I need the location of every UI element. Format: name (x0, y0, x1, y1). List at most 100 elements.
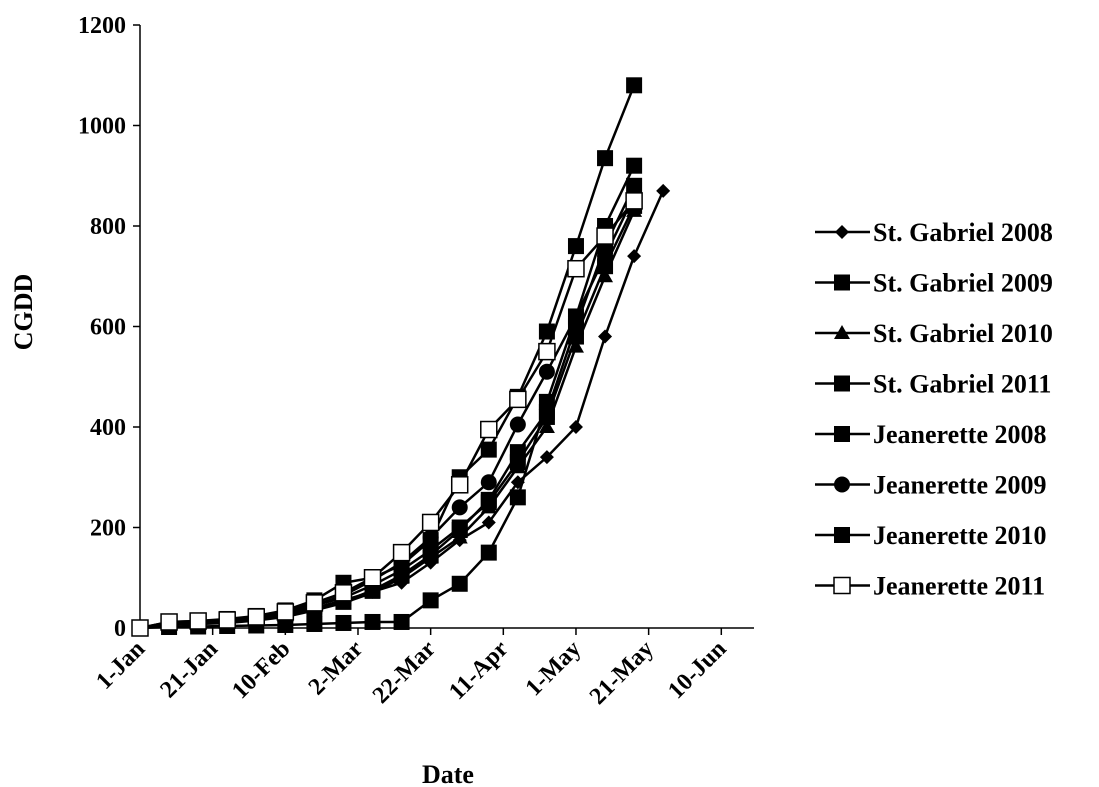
legend-marker (834, 476, 850, 493)
data-point (567, 238, 584, 255)
legend-marker (833, 576, 851, 595)
data-point (480, 441, 497, 458)
legend-item: St. Gabriel 2011 (815, 370, 1051, 399)
legend-marker (834, 375, 850, 392)
x-tick-label: 1-Jan (91, 636, 150, 695)
data-point (422, 529, 439, 546)
legend-label: St. Gabriel 2008 (873, 218, 1053, 247)
legend-marker (834, 426, 850, 442)
x-tick-label: 10-Jun (663, 636, 731, 704)
data-point (597, 248, 614, 265)
series-layer (131, 77, 671, 637)
legend-marker (834, 325, 850, 339)
y-tick-label: 600 (90, 315, 126, 341)
legend-item: St. Gabriel 2010 (815, 319, 1053, 348)
series-line (139, 185, 636, 630)
x-tick-label: 11-Apr (444, 636, 514, 706)
data-point (277, 616, 294, 633)
y-axis-title: CGDD (9, 274, 38, 351)
legend-label: Jeanerette 2009 (873, 471, 1047, 500)
series-line (139, 165, 636, 630)
data-point (334, 584, 353, 602)
data-point (627, 249, 642, 264)
data-point (567, 259, 585, 278)
data-point (509, 416, 526, 433)
legend-item: Jeanerette 2009 (815, 471, 1047, 500)
y-tick-label: 200 (90, 516, 126, 542)
y-tick-label: 800 (90, 214, 126, 240)
y-tick-label: 400 (90, 415, 126, 441)
x-tick-label: 22-Mar (368, 636, 441, 709)
x-tick-label: 21-May (585, 636, 659, 710)
data-point (626, 157, 643, 174)
y-tick-label: 0 (114, 616, 126, 642)
data-point (480, 491, 497, 508)
series-4 (132, 177, 643, 636)
series-line (139, 200, 636, 630)
legend: St. Gabriel 2008 St. Gabriel 2009 St. Gabr… (815, 218, 1053, 601)
legend-item: St. Gabriel 2008 (815, 218, 1053, 247)
data-point (451, 499, 468, 516)
y-axis-ticks: 0 200 400 600 800 1000 1200 (78, 13, 140, 642)
series-line (139, 84, 636, 630)
legend-marker (834, 527, 850, 543)
data-point (568, 420, 583, 434)
data-point (538, 342, 556, 361)
legend-marker (835, 225, 849, 239)
data-point (509, 489, 526, 506)
data-point (598, 329, 613, 344)
data-point (567, 338, 584, 353)
data-point (422, 547, 439, 564)
data-point (363, 569, 382, 587)
data-point (626, 202, 643, 217)
legend-label: Jeanerette 2010 (873, 521, 1047, 550)
legend-item: Jeanerette 2011 (815, 572, 1045, 601)
data-point (656, 183, 671, 198)
data-point (364, 613, 381, 630)
series-line (139, 195, 636, 630)
data-point (189, 612, 207, 630)
y-tick-label: 1000 (78, 114, 126, 140)
data-point (480, 544, 497, 561)
data-point (538, 363, 555, 380)
data-point (451, 522, 468, 539)
data-point (392, 543, 411, 562)
data-point (625, 192, 643, 210)
data-point (480, 474, 497, 491)
x-tick-label: 21-Jan (155, 636, 222, 703)
data-point (422, 592, 439, 609)
data-point (567, 308, 584, 325)
data-point (538, 393, 555, 410)
data-point (481, 515, 496, 530)
y-tick-label: 1200 (78, 13, 126, 39)
data-point (218, 611, 236, 629)
data-point (538, 419, 555, 433)
legend-item: Jeanerette 2010 (815, 521, 1047, 550)
x-axis-ticks: 1-Jan 21-Jan 10-Feb 2-Mar 22-Mar 11-Apr 1-May2… (91, 628, 732, 710)
data-point (626, 77, 643, 94)
series-6 (132, 187, 643, 636)
legend-label: St. Gabriel 2010 (873, 319, 1053, 348)
data-point (450, 476, 469, 494)
legend-marker (834, 274, 850, 291)
data-point (335, 614, 352, 631)
legend-label: St. Gabriel 2009 (873, 269, 1053, 298)
data-point (160, 613, 178, 631)
data-point (597, 150, 614, 167)
legend-label: Jeanerette 2008 (873, 420, 1047, 449)
data-point (509, 390, 527, 409)
x-axis-title: Date (422, 760, 474, 787)
x-tick-label: 10-Feb (227, 636, 295, 704)
data-point (393, 613, 410, 630)
data-point (131, 619, 149, 637)
data-point (509, 444, 526, 461)
legend-item: Jeanerette 2008 (815, 420, 1047, 449)
data-point (509, 459, 526, 474)
data-point (480, 420, 498, 439)
series-8 (131, 192, 643, 637)
data-point (421, 513, 440, 532)
data-point (596, 227, 614, 245)
x-tick-label: 2-Mar (304, 636, 369, 701)
x-tick-label: 1-May (521, 636, 587, 702)
